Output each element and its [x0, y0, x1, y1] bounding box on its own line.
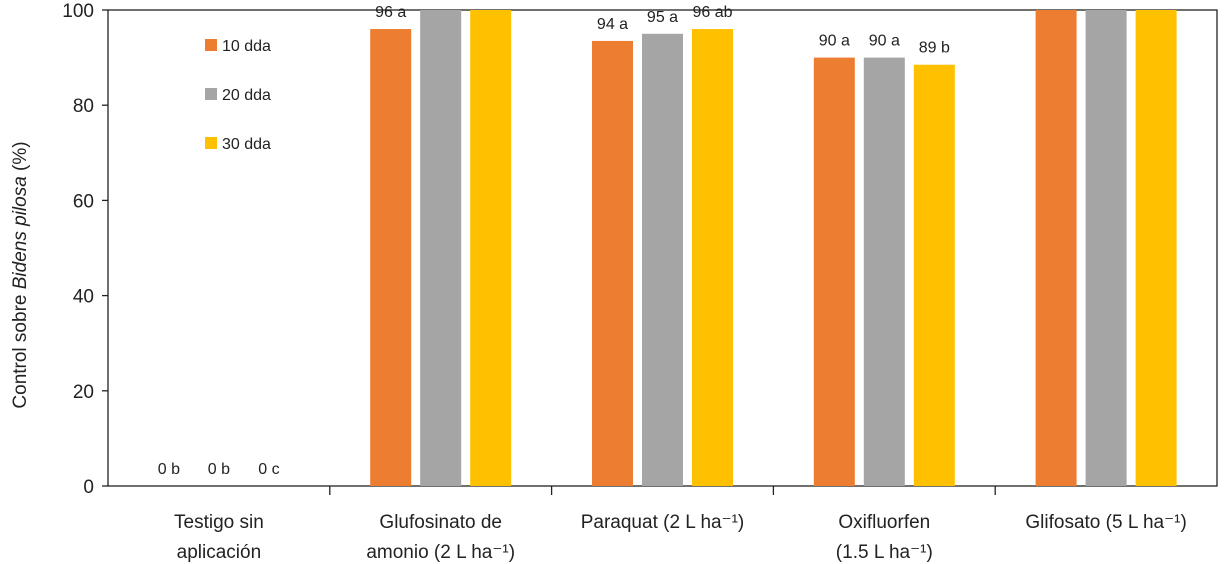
bar	[813, 57, 855, 486]
bar	[420, 10, 462, 486]
data-label: 96 a	[375, 4, 406, 21]
data-label: 94 a	[597, 16, 628, 33]
data-label: 100 a	[471, 0, 511, 2]
data-label: 0 b	[158, 461, 180, 478]
bar	[913, 64, 955, 487]
bar	[470, 10, 512, 486]
data-label: 100 a	[421, 0, 461, 2]
y-axis-label-part-1: Control sobre	[10, 289, 31, 408]
bar	[642, 33, 683, 487]
axes: 0 20 40 60 80 100 Testigo sin aplicación Glufosi…	[62, 1, 1218, 563]
data-label: 90 a	[819, 33, 850, 50]
bar	[592, 40, 633, 486]
bar	[863, 57, 905, 486]
y-tick-label: 60	[73, 191, 94, 212]
bar	[692, 29, 733, 486]
x-category-label: (1.5 L ha⁻¹)	[836, 542, 933, 563]
data-label: 100 a	[1136, 0, 1176, 2]
data-label: 95 a	[647, 9, 678, 26]
data-label: 100 a	[1086, 0, 1126, 2]
bar	[1035, 10, 1077, 486]
y-tick-label: 80	[73, 96, 94, 117]
y-tick-label: 0	[83, 477, 94, 498]
legend-swatch	[205, 88, 217, 100]
x-category-label: Testigo sin	[174, 512, 264, 533]
y-axis-label-unit: (%)	[10, 141, 31, 176]
legend-label: 30 dda	[222, 136, 271, 153]
data-label: 96 ab	[692, 4, 732, 21]
legend-label: 20 dda	[222, 87, 271, 104]
legend: 10 dda 20 dda 30 dda	[205, 38, 271, 153]
bars	[370, 10, 1177, 487]
data-label: 0 b	[208, 461, 230, 478]
data-labels: 0 b 96 a 94 a 90 a 100 a 0 b 100 a 95 a 90 a 100 …	[158, 0, 1176, 478]
bar	[1085, 10, 1127, 486]
x-category-label: amonio (2 L ha⁻¹)	[366, 542, 515, 563]
x-category-label: Paraquat (2 L ha⁻¹)	[581, 512, 745, 533]
data-label: 0 c	[258, 461, 279, 478]
y-tick-label: 40	[73, 287, 94, 308]
x-category-label: Glufosinato de	[379, 512, 502, 533]
y-tick-label: 100	[62, 1, 94, 22]
data-label: 90 a	[869, 33, 900, 50]
legend-swatch	[205, 39, 217, 51]
data-label: 100 a	[1036, 0, 1076, 2]
data-label: 89 b	[919, 40, 950, 57]
legend-label: 10 dda	[222, 38, 271, 55]
bar	[1135, 10, 1177, 486]
y-tick-label: 20	[73, 382, 94, 403]
bar	[370, 29, 412, 486]
legend-swatch	[205, 137, 217, 149]
y-axis-label: Control sobre Bidens pilosa (%)	[10, 141, 31, 408]
x-category-label: aplicación	[177, 542, 262, 563]
y-axis-label-species: Bidens pilosa	[10, 176, 31, 289]
x-category-label: Glifosato (5 L ha⁻¹)	[1025, 512, 1186, 533]
x-category-label: Oxifluorfen	[838, 512, 930, 533]
